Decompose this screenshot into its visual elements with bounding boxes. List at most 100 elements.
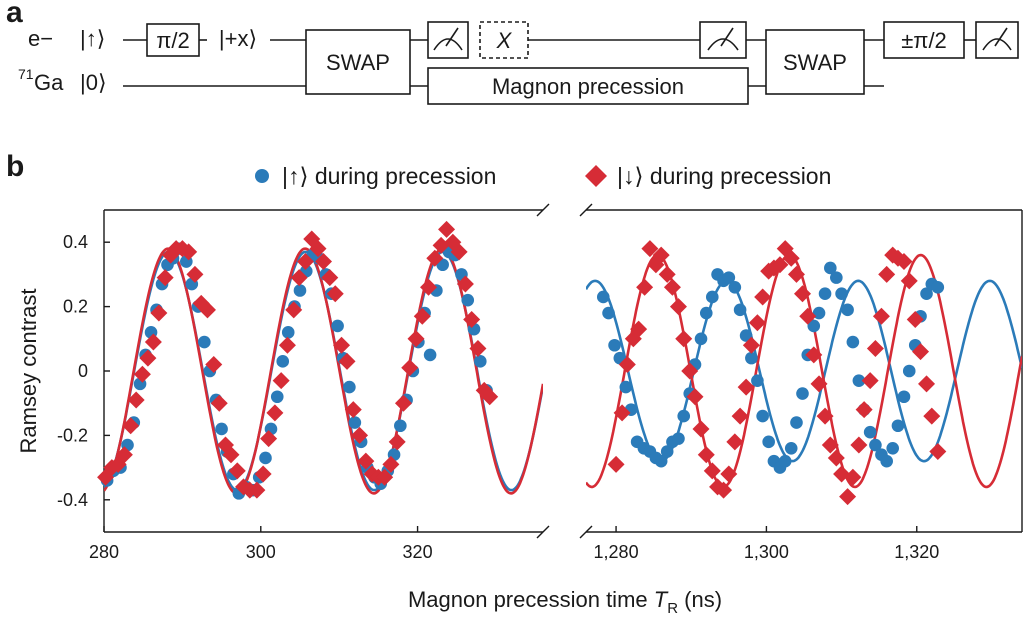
data-point-down — [742, 336, 760, 354]
data-point-down — [686, 388, 704, 406]
data-point-up — [699, 306, 713, 320]
data-point-down — [821, 436, 839, 454]
data-point-up — [807, 319, 821, 333]
data-point-down — [144, 333, 162, 351]
x-axis-title: Magnon precession time TR (ns) — [408, 587, 722, 617]
axes-frame-right — [586, 209, 1023, 533]
measurement-3 — [975, 21, 1019, 59]
measurement-meter-icon — [707, 27, 739, 51]
data-point-down — [139, 349, 157, 367]
y-axis: -0.4 -0.2 0 0.2 0.4 — [57, 232, 110, 510]
data-point-down — [618, 356, 636, 374]
data-point-down — [675, 330, 693, 348]
data-point-up — [886, 441, 900, 455]
data-point-up — [293, 284, 307, 297]
data-point-up — [619, 380, 633, 394]
data-point-up — [852, 374, 866, 387]
data-point-down — [481, 388, 499, 406]
data-point-down — [697, 446, 715, 464]
data-point-up — [198, 335, 211, 349]
data-point-down — [394, 394, 412, 412]
data-point-down — [663, 278, 681, 296]
data-point-up — [897, 390, 911, 404]
data-point-down — [186, 265, 204, 283]
data-point-up — [596, 290, 610, 304]
data-point-up — [728, 280, 742, 294]
data-point-down — [326, 285, 344, 303]
data-point-up — [331, 319, 344, 333]
fit-curve-down-left — [104, 247, 543, 495]
x-tick-label: 280 — [89, 542, 119, 562]
data-point-up — [461, 293, 475, 307]
data-point-up — [394, 419, 407, 433]
electron-label: e− — [28, 26, 53, 51]
data-point-down — [630, 320, 648, 338]
data-point-down — [407, 330, 425, 348]
measurement-meter-icon — [982, 27, 1012, 51]
data-point-down — [793, 285, 811, 303]
swap-gate-2-label: SWAP — [783, 50, 847, 75]
data-point-down — [156, 269, 174, 287]
data-point-down — [254, 465, 272, 483]
data-point-down — [420, 278, 438, 296]
x-gate-label: X — [496, 28, 513, 53]
data-point-down — [658, 265, 676, 283]
data-point-down — [426, 249, 444, 267]
swap-gate-1-label: SWAP — [326, 50, 390, 75]
data-point-down — [413, 307, 431, 325]
data-point-down — [198, 301, 216, 319]
y-axis-title: Ramsey contrast — [16, 288, 41, 453]
data-point-down — [205, 356, 223, 374]
plus-x-state: |+x⟩ — [219, 26, 257, 51]
data-point-up — [863, 425, 877, 439]
data-point-down — [918, 375, 936, 393]
data-point-up — [608, 338, 621, 352]
data-point-down — [127, 391, 145, 409]
data-point-up — [672, 432, 685, 445]
data-point-down — [613, 404, 631, 422]
panel-b-label: b — [6, 150, 24, 183]
y-tick-label: 0.4 — [63, 232, 88, 252]
data-point-down — [315, 253, 332, 271]
data-point-down — [309, 240, 327, 258]
data-point-up — [869, 438, 882, 452]
x-axis-title-sub: R — [667, 600, 678, 617]
data-point-down — [278, 336, 296, 354]
data-point-down — [285, 301, 303, 319]
data-point-down — [776, 240, 794, 258]
data-point-up — [784, 441, 798, 455]
data-point-up — [739, 329, 753, 342]
data-point-up — [841, 303, 854, 317]
legend-down-marker — [585, 165, 607, 187]
data-point-down — [878, 265, 896, 283]
data-point-up — [705, 290, 719, 304]
x-axis-title-var: T — [654, 587, 669, 612]
magnon-precession-label: Magnon precession — [492, 74, 684, 99]
data-point-down — [338, 352, 356, 370]
data-point-down — [357, 452, 375, 470]
data-point-down — [382, 455, 400, 473]
data-point-down — [180, 243, 198, 261]
data-point-down — [210, 394, 228, 412]
circuit-diagram: a e− |↑⟩ 71 Ga |0⟩ π/2 |+x⟩ SWAP X — [6, 0, 1019, 105]
data-point-down — [866, 339, 884, 357]
data-point-down — [401, 359, 419, 377]
x-gate-dashed — [479, 21, 529, 59]
fit-curve-up-right — [586, 279, 1022, 463]
data-point-down — [923, 407, 941, 425]
data-point-up — [348, 416, 362, 429]
measurement-meter-icon — [433, 27, 463, 51]
nucleus-init-state: |0⟩ — [80, 70, 107, 95]
data-point-down — [929, 443, 947, 460]
data-point-up — [846, 335, 860, 349]
data-point-down — [333, 336, 351, 354]
y-tick-label: -0.4 — [57, 490, 88, 510]
data-point-down — [872, 307, 890, 325]
data-point-down — [844, 468, 862, 486]
data-point-down — [344, 401, 362, 419]
data-point-up — [343, 380, 356, 394]
data-point-down — [726, 433, 744, 451]
legend: |↑⟩ during precession |↓⟩ during precess… — [255, 163, 831, 189]
pi-half-gate — [146, 23, 200, 57]
